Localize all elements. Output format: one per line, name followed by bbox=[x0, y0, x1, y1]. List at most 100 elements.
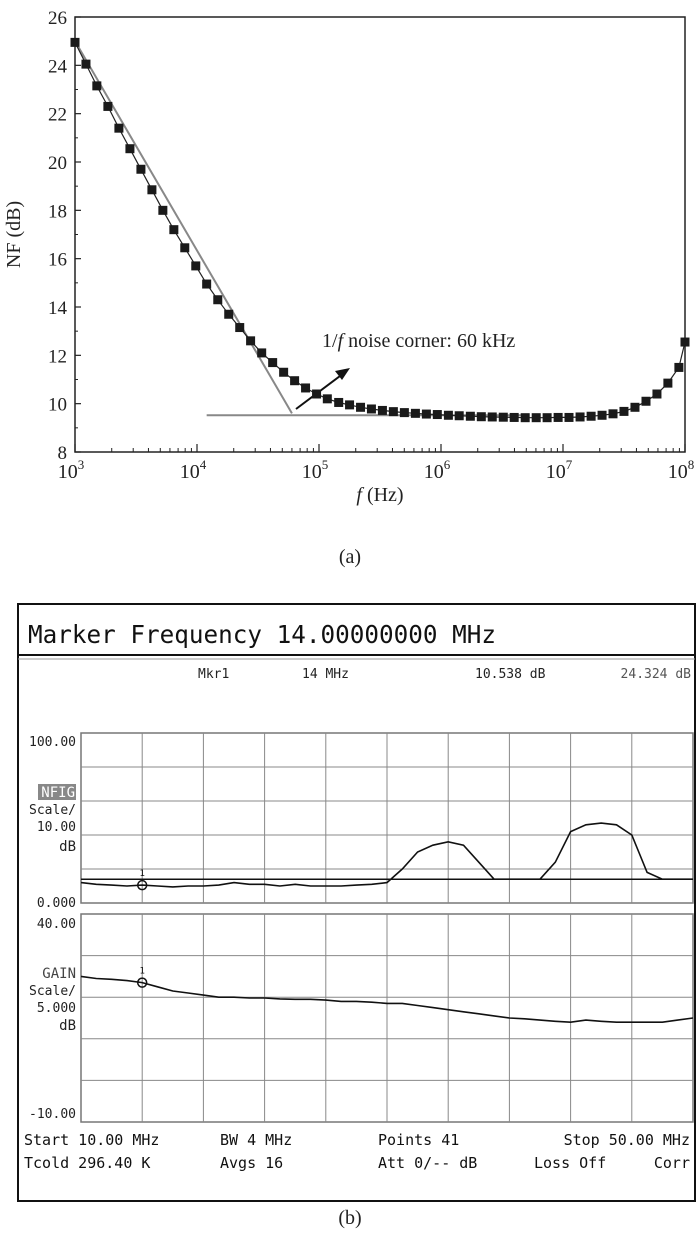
axis-labels: 8 10 12 14 16 18 20 22 24 26 103 104 105 106 107 108 NF … bbox=[3, 8, 694, 506]
gain-marker-1 bbox=[136, 977, 148, 988]
nf-trace-label: NFIG bbox=[41, 785, 75, 801]
x-tick-label: 108 bbox=[668, 457, 695, 483]
gain-scale-value: 5.000 bbox=[37, 1001, 76, 1016]
nf-data-point bbox=[70, 37, 80, 47]
gain-trace-label: GAIN bbox=[42, 966, 76, 982]
nf-data-point bbox=[213, 295, 223, 305]
nf-data-point bbox=[279, 367, 289, 377]
nf-data-point bbox=[421, 409, 431, 419]
y-tick-label: 22 bbox=[48, 105, 67, 126]
nf-data-point bbox=[334, 397, 344, 407]
nf-data-point bbox=[399, 408, 409, 418]
nf-data-point bbox=[136, 164, 146, 174]
start-frequency: Start 10.00 MHz bbox=[24, 1131, 159, 1149]
nf-data-point bbox=[542, 413, 552, 423]
nf-data-point bbox=[147, 185, 157, 195]
nf-data-point bbox=[246, 336, 256, 346]
stop-frequency: Stop 50.00 MHz bbox=[564, 1131, 690, 1149]
nf-data-point bbox=[465, 411, 475, 421]
nf-data-point bbox=[125, 144, 135, 154]
corner-arrow-head bbox=[335, 368, 350, 380]
nf-trace bbox=[80, 822, 693, 888]
nf-data-point bbox=[630, 402, 640, 412]
nf-data-point bbox=[520, 413, 530, 423]
nf-data-point bbox=[191, 261, 201, 271]
nf-data-point bbox=[103, 101, 113, 111]
nf-vs-frequency-chart: 8 10 12 14 16 18 20 22 24 26 103 104 105 106 107 108 NF … bbox=[3, 8, 694, 506]
gain-marker-1-label: 1 bbox=[139, 967, 144, 977]
axis-ticks bbox=[74, 16, 686, 453]
nf-data-point bbox=[268, 358, 278, 368]
nf-data-point bbox=[619, 406, 629, 416]
y-tick-label: 20 bbox=[48, 153, 67, 174]
nf-scale-label: Scale/ bbox=[29, 803, 76, 818]
x-tick-label: 103 bbox=[58, 457, 85, 483]
nf-data-point bbox=[290, 376, 300, 386]
nf-data-point bbox=[476, 412, 486, 422]
nf-data-point bbox=[586, 411, 596, 421]
x-tick-label: 107 bbox=[546, 457, 573, 483]
nf-data-point bbox=[224, 309, 234, 319]
nf-data-point bbox=[366, 404, 376, 414]
series-markers bbox=[70, 37, 690, 423]
marker-frequency: 14 MHz bbox=[302, 667, 349, 682]
correction-status: Corr bbox=[654, 1154, 690, 1172]
caption-a: (a) bbox=[338, 546, 362, 568]
nf-data-point bbox=[564, 412, 574, 422]
nf-marker-1 bbox=[136, 879, 148, 891]
nf-data-point bbox=[454, 411, 464, 421]
nf-bottom-label: 0.000 bbox=[37, 896, 76, 911]
nf-data-point bbox=[641, 396, 651, 406]
nf-data-point bbox=[345, 400, 355, 410]
y-tick-label: 24 bbox=[48, 56, 68, 77]
gain-top-label: 40.00 bbox=[37, 917, 76, 932]
marker-frequency-title: Marker Frequency 14.00000000 MHz bbox=[28, 620, 496, 649]
gain-scale-label: Scale/ bbox=[29, 984, 76, 999]
nf-data-point bbox=[356, 402, 366, 412]
y-tick-label: 10 bbox=[48, 395, 67, 416]
attenuation: Att 0/-- dB bbox=[378, 1154, 477, 1172]
nf-data-point bbox=[312, 389, 322, 399]
nf-data-point bbox=[301, 383, 311, 393]
tcold-value: Tcold 296.40 K bbox=[24, 1154, 150, 1172]
nf-data-point bbox=[487, 412, 497, 422]
nf-data-point bbox=[257, 348, 267, 358]
x-tick-label: 105 bbox=[302, 457, 329, 483]
nf-data-point bbox=[114, 123, 124, 133]
x-tick-label: 106 bbox=[424, 457, 451, 483]
marker-nf-value: 10.538 dB bbox=[475, 667, 546, 682]
nf-data-point bbox=[432, 410, 442, 420]
nf-data-point bbox=[597, 410, 607, 420]
points-count: Points 41 bbox=[378, 1131, 459, 1149]
nf-data-point bbox=[443, 410, 453, 420]
gain-unit: dB bbox=[59, 1018, 76, 1034]
nf-data-point bbox=[202, 279, 212, 289]
nf-data-point bbox=[180, 243, 190, 253]
nf-data-point bbox=[575, 412, 585, 422]
nf-data-point bbox=[169, 225, 179, 235]
nf-data-point bbox=[410, 408, 420, 418]
noise-corner-annotation: 1/f noise corner: 60 kHz bbox=[322, 330, 515, 352]
nf-data-point bbox=[322, 394, 332, 404]
nf-data-point bbox=[158, 205, 168, 215]
caption-b: (b) bbox=[338, 1207, 362, 1229]
nf-data-point bbox=[674, 362, 684, 372]
nf-label-highlight bbox=[38, 784, 76, 800]
nf-data-point bbox=[81, 59, 91, 69]
y-tick-label: 18 bbox=[48, 201, 67, 222]
y-tick-label: 8 bbox=[58, 443, 68, 464]
nf-data-point bbox=[388, 407, 398, 417]
nf-data-point bbox=[680, 337, 690, 347]
nf-data-point bbox=[377, 405, 387, 415]
nf-data-point bbox=[92, 81, 102, 91]
nf-marker-1-label: 1 bbox=[139, 869, 144, 879]
loss-status: Loss Off bbox=[534, 1154, 606, 1172]
nf-top-label: 100.00 bbox=[29, 735, 76, 750]
nf-data-point bbox=[531, 413, 541, 423]
y-tick-label: 26 bbox=[48, 8, 67, 29]
y-tick-label: 12 bbox=[48, 346, 67, 367]
gain-bottom-label: -10.00 bbox=[29, 1107, 76, 1122]
bandwidth: BW 4 MHz bbox=[220, 1131, 292, 1149]
y-axis-label: NF (dB) bbox=[3, 201, 25, 268]
